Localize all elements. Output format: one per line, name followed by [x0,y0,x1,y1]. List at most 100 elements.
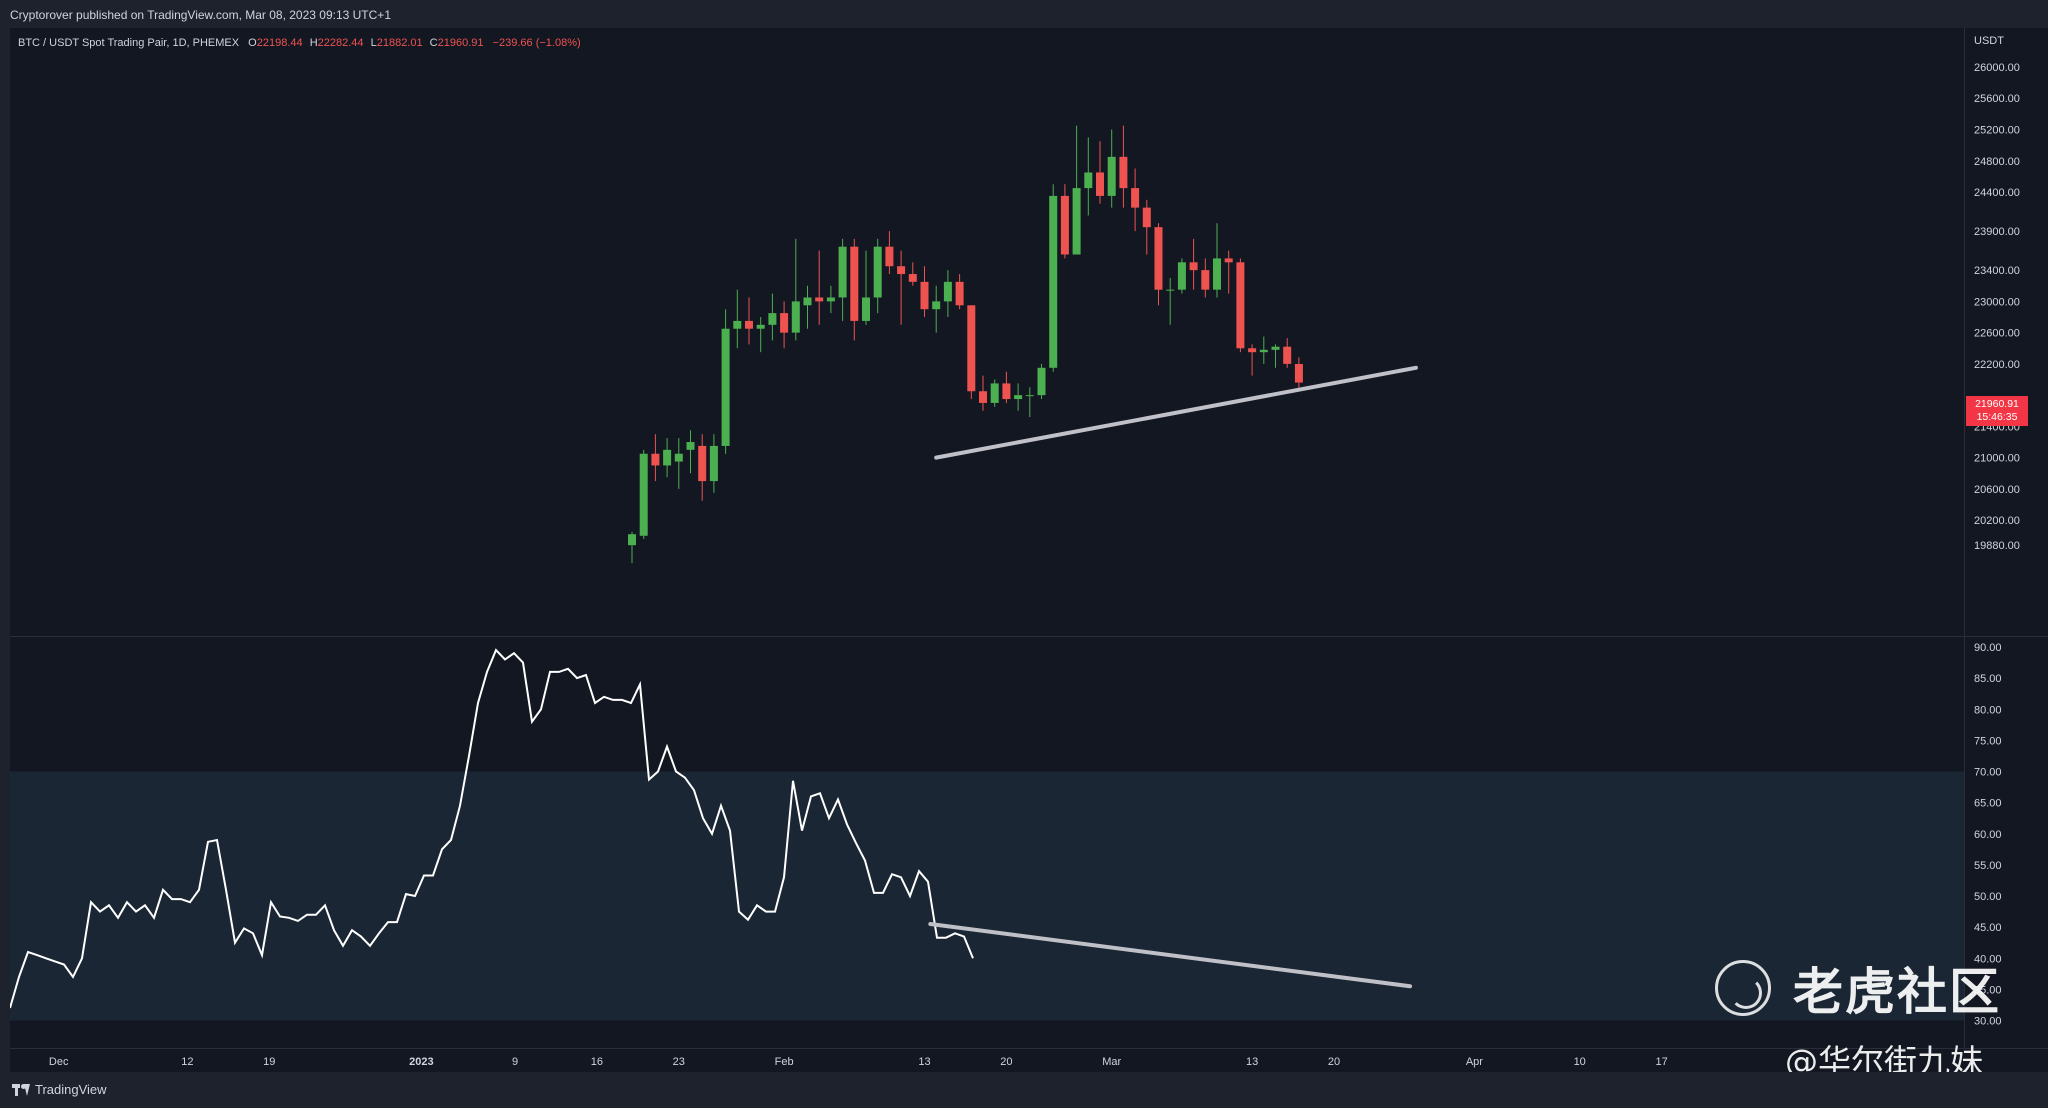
candle-body [721,328,730,446]
legend-close: 21960.91 [437,37,484,49]
legend-low-label: L [370,37,377,49]
symbol-legend: BTC / USDT Spot Trading Pair, 1D, PHEMEX… [18,37,581,49]
publish-text: Cryptorover published on TradingView.com… [10,8,391,22]
tradingview-mark-icon [12,1083,30,1096]
time-axis-tick: 20 [1328,1056,1340,1068]
price-pane [10,28,1964,636]
candle-body [709,445,718,482]
watermark: 老虎社区 [1715,952,2001,1024]
rsi-axis-tick: 30.00 [1974,1016,2002,1028]
rsi-band [10,771,1964,1021]
time-axis-tick: 23 [673,1056,685,1068]
legend-high: 22282.44 [317,37,364,49]
candle-body [756,324,765,329]
time-axis-tick: 13 [1246,1056,1258,1068]
price-axis-tick: 23400.00 [1974,265,2020,277]
candle-body [1259,349,1268,353]
candle-body [1236,262,1245,349]
rsi-axis-tick: 65.00 [1974,798,2002,810]
tradingview-brand: TradingView [35,1082,107,1097]
time-axis-tick: 17 [1655,1056,1667,1068]
candle-body [885,246,894,267]
candle-body [1224,258,1233,263]
time-axis-tick: 13 [918,1056,930,1068]
candle-body [1084,172,1093,189]
price-axis-tick: 26000.00 [1974,62,2020,74]
candle-body [1072,188,1081,255]
price-axis-tick: 23000.00 [1974,296,2020,308]
price-axis-tick: 24800.00 [1974,156,2020,168]
candle-body [1213,258,1221,290]
candle-body [1037,367,1046,396]
candle-body [850,246,859,321]
candle-body [780,313,789,333]
candle-body [815,297,824,302]
candle-body [955,281,964,306]
price-axis-tick: 25600.00 [1974,93,2020,105]
candle-body [1014,395,1023,400]
candle-body [803,297,812,306]
rsi-axis-tick: 75.00 [1974,735,2002,747]
price-axis-tick: 22200.00 [1974,359,2020,371]
price-axis-tick: 21000.00 [1974,453,2020,465]
candle-body [873,246,882,298]
candle-body [1002,383,1011,400]
bar-countdown: 15:46:35 [1976,411,2018,423]
last-price: 21960.91 [1975,398,2019,410]
price-axis-tick: 24400.00 [1974,187,2020,199]
candle-body [639,453,648,536]
watermark-brand: 老虎社区 [1793,963,2001,1021]
candle-body [990,383,999,403]
rsi-axis-tick: 90.00 [1974,642,2002,654]
legend-open: 22198.44 [256,37,303,49]
candle-body [1271,346,1280,350]
legend-high-label: H [309,37,318,49]
candle-body [862,297,870,321]
tradingview-logo[interactable]: TradingView [12,1082,107,1097]
candle-body [1283,346,1292,364]
chart-canvas[interactable]: USDT 26000.00 25600.00 25200.00 24800.00 2440… [10,28,2048,1072]
footer-bar: TradingView [0,1072,2048,1108]
time-axis-tick: 19 [263,1056,275,1068]
time-axis-tick: 16 [591,1056,603,1068]
candle-body [1154,227,1163,290]
candle-body [1131,188,1140,208]
candle-body [686,442,695,450]
legend-change: −239.66 (−1.08%) [492,37,581,49]
candle-body [733,320,742,329]
legend-close-label: C [429,37,438,49]
time-axis-tick: Apr [1466,1056,1483,1068]
candle-body [838,246,847,298]
time-axis-tick: 10 [1574,1056,1586,1068]
candle-body [1096,172,1104,196]
legend-low: 21882.01 [376,37,423,49]
rsi-axis-tick: 80.00 [1974,704,2002,716]
time-axis-tick: 20 [1000,1056,1012,1068]
tiger-logo-icon [1715,960,1771,1016]
publish-header: Cryptorover published on TradingView.com… [0,0,2048,28]
candle-body [1201,270,1210,290]
candle-body [826,297,835,302]
candle-body [1119,156,1128,189]
rsi-axis-tick: 40.00 [1974,953,2002,965]
price-axis-tick: 25200.00 [1974,125,2020,137]
candle-body [1166,289,1175,291]
rsi-axis-tick: 35.00 [1974,984,2002,996]
candle-body [943,281,952,302]
candle-body [932,301,941,310]
rsi-axis-tick: 50.00 [1974,891,2002,903]
chart-frame[interactable]: USDT 26000.00 25600.00 25200.00 24800.00 2440… [10,28,2048,1072]
candle-body [1294,364,1303,383]
rsi-axis-tick: 55.00 [1974,860,2002,872]
candle-body [1189,262,1198,271]
candle-body [908,274,917,282]
candle-body [1049,195,1058,368]
candle-body [1177,262,1186,290]
candle-body [1248,348,1257,353]
rsi-line [10,648,974,1009]
price-axis-tick: 20600.00 [1974,484,2020,496]
candle-body [698,445,707,482]
time-axis-tick: Mar [1102,1056,1121,1068]
price-axis-tick: 22600.00 [1974,328,2020,340]
rsi-axis-tick: 85.00 [1974,673,2002,685]
